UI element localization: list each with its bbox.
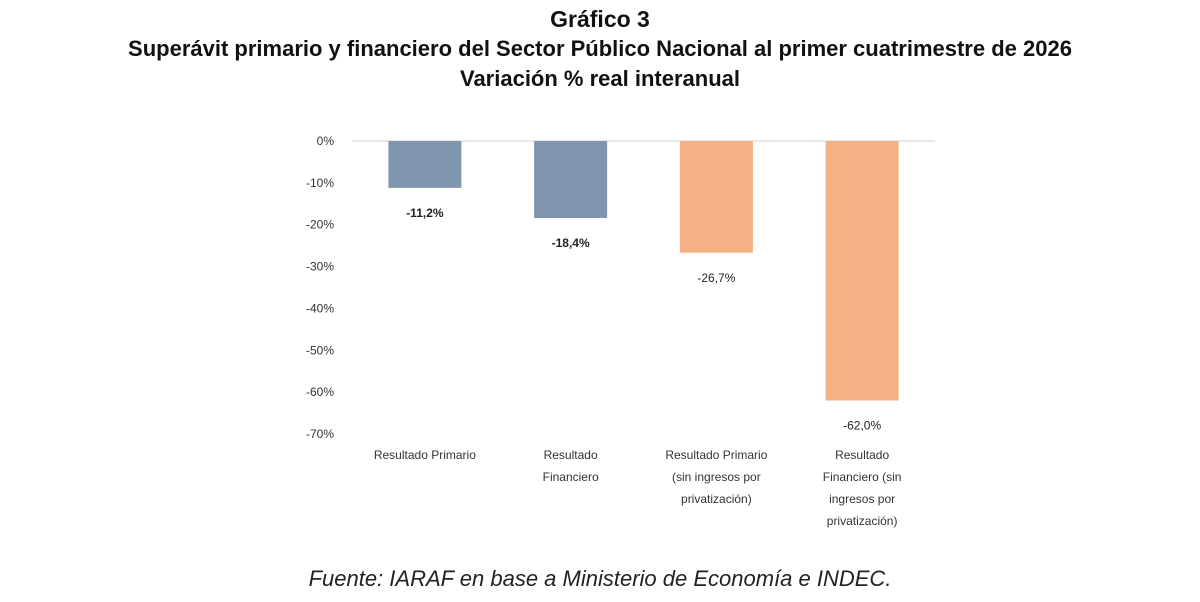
y-tick-label: -50% xyxy=(306,343,334,357)
bars xyxy=(388,141,899,401)
y-tick-label: -60% xyxy=(306,385,334,399)
data-label: -11,2% xyxy=(406,206,444,220)
data-label: -18,4% xyxy=(552,236,590,250)
x-axis-labels: Resultado Primario Resultado Financiero Res… xyxy=(374,448,902,528)
y-tick-label: -10% xyxy=(306,176,334,190)
y-tick-label: 0% xyxy=(317,134,335,148)
data-label: -26,7% xyxy=(697,271,735,285)
bar xyxy=(534,141,608,219)
y-tick-label: -70% xyxy=(306,427,334,441)
y-tick-label: -40% xyxy=(306,301,334,315)
bar xyxy=(825,141,899,401)
data-label: -62,0% xyxy=(843,419,881,433)
x-category-label: Resultado Financiero (sin ingresos por priv… xyxy=(823,448,902,528)
y-tick-label: -20% xyxy=(306,218,334,232)
x-category-label: Resultado Primario (sin ingresos por priva… xyxy=(665,448,767,506)
x-category-label: Resultado Financiero xyxy=(543,448,599,484)
source-note: Fuente: IARAF en base a Ministerio de Ec… xyxy=(308,566,892,591)
chart-title: Gráfico 3 xyxy=(550,6,650,32)
chart-titles: Gráfico 3 Superávit primario y financier… xyxy=(0,4,1200,94)
x-category-label: Resultado Primario xyxy=(374,448,476,462)
bar-chart: 0% -10% -20% -30% -40% -50% -60% -70% -11,2% -18… xyxy=(306,134,935,528)
bar xyxy=(679,141,753,253)
chart-subtitle-2: Variación % real interanual xyxy=(459,66,740,91)
chart-subtitle: Superávit primario y financiero del Sect… xyxy=(128,36,1072,61)
data-labels: -11,2% -18,4% -26,7% -62,0% xyxy=(406,206,881,433)
y-tick-label: -30% xyxy=(306,260,334,274)
bar xyxy=(388,141,462,188)
